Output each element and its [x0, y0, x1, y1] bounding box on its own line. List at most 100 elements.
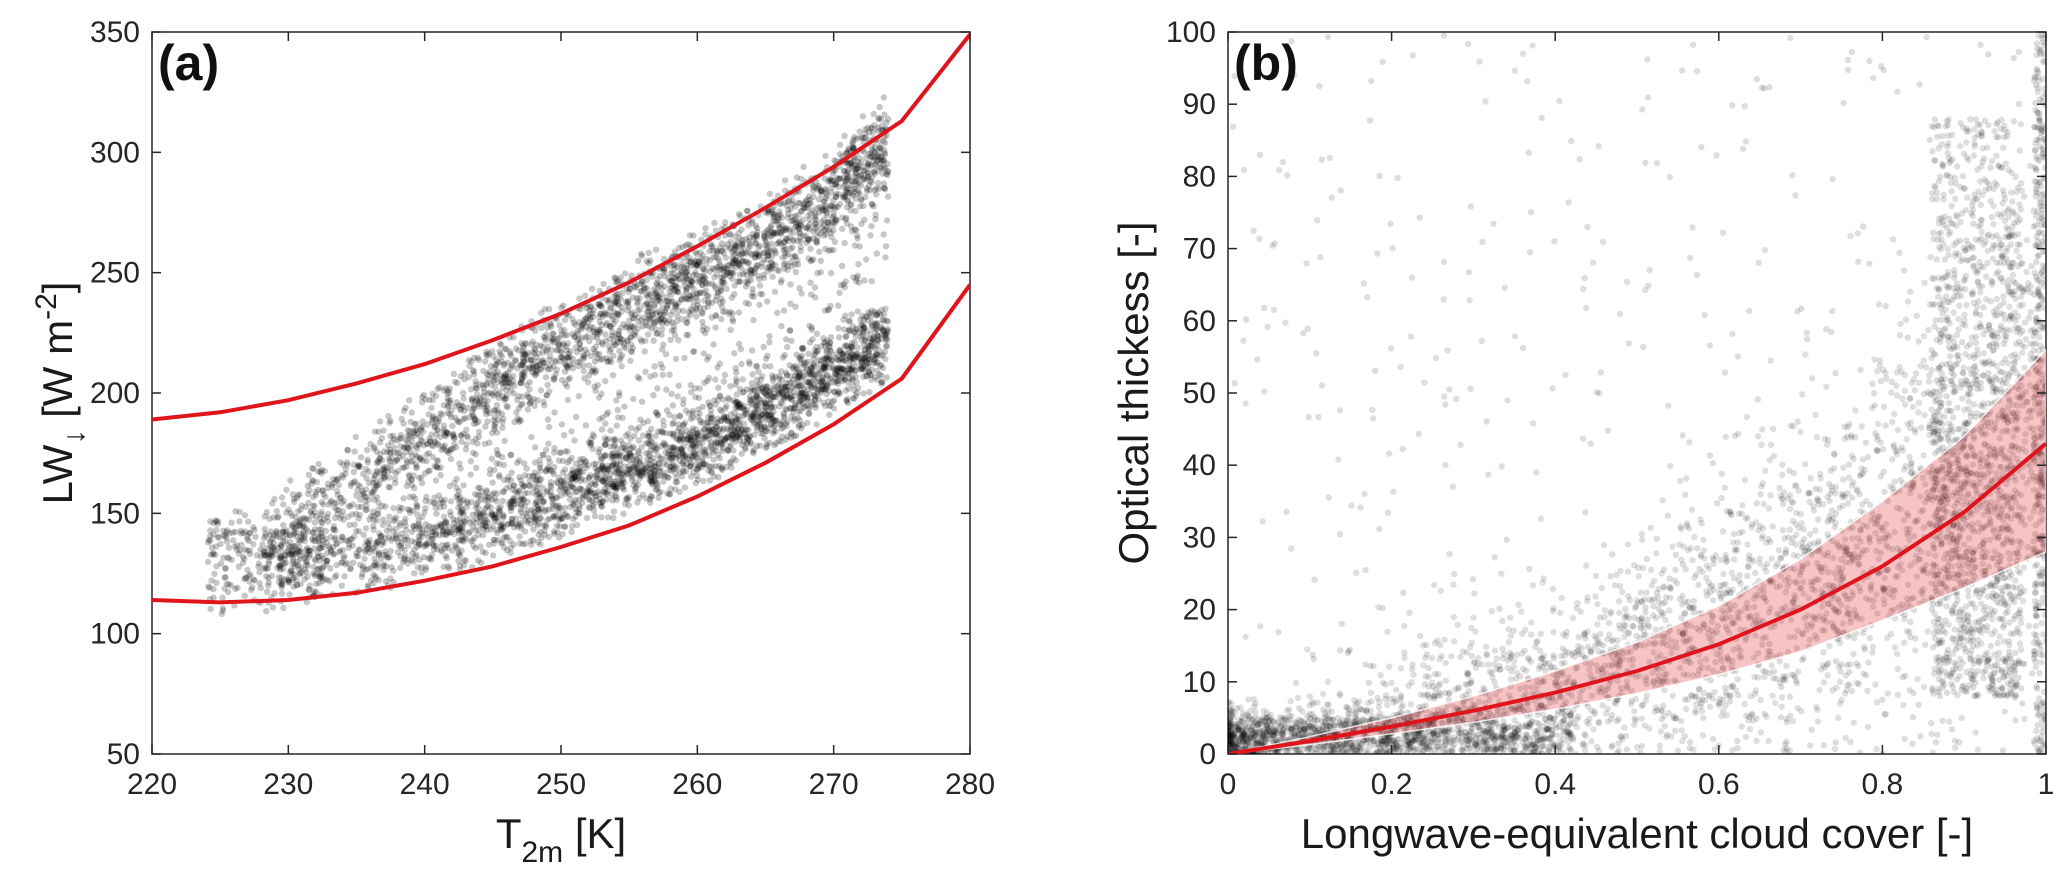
scatter-point-a	[729, 435, 736, 443]
scatter-point-a	[645, 450, 652, 457]
scatter-point-a	[771, 229, 778, 237]
scatter-point-a	[480, 526, 487, 533]
scatter-point-a	[580, 355, 587, 363]
scatter-point-a	[640, 282, 647, 289]
scatter-point-a	[382, 548, 389, 555]
scatter-point-a	[608, 312, 616, 320]
scatter-point-a	[468, 499, 475, 506]
scatter-point-a	[797, 247, 804, 255]
scatter-point-a	[515, 521, 522, 528]
scatter-point-a	[714, 364, 721, 371]
scatter-point-a	[704, 292, 711, 299]
scatter-point-a	[877, 372, 885, 379]
scatter-point-a	[593, 473, 601, 481]
scatter-point-a	[463, 504, 470, 511]
scatter-point-a	[820, 221, 827, 229]
scatter-point-a	[764, 242, 772, 249]
scatter-point-a	[824, 382, 831, 390]
scatter-point-a	[481, 517, 488, 524]
scatter-point-a	[568, 528, 575, 535]
scatter-point-a	[474, 498, 482, 505]
scatter-point-a	[762, 444, 769, 452]
scatter-point-a	[587, 489, 595, 497]
scatter-point-a	[515, 392, 522, 400]
scatter-point-a	[593, 496, 600, 504]
scatter-point-a	[530, 364, 538, 372]
scatter-point-a	[319, 487, 326, 494]
scatter-point-a	[484, 404, 491, 411]
scatter-point-a	[493, 446, 501, 454]
scatter-point-a	[649, 311, 656, 319]
scatter-point-a	[204, 558, 212, 566]
scatter-point-a	[600, 466, 607, 473]
scatter-point-a	[316, 539, 323, 546]
scatter-point-a	[401, 519, 408, 526]
scatter-point-a	[541, 531, 548, 539]
scatter-point-a	[857, 159, 865, 166]
scatter-point-a	[296, 555, 304, 562]
scatter-point-a	[673, 435, 680, 442]
scatter-point-a	[518, 373, 526, 380]
scatter-point-a	[450, 432, 457, 440]
scatter-point-a	[376, 439, 384, 446]
scatter-point-a	[863, 354, 870, 361]
scatter-point-a	[609, 497, 616, 504]
scatter-point-a	[742, 299, 749, 306]
scatter-point-a	[466, 528, 474, 536]
scatter-point-a	[766, 439, 773, 447]
scatter-point-a	[540, 498, 547, 506]
scatter-point-a	[510, 541, 517, 548]
scatter-point-a	[775, 437, 783, 444]
scatter-point-a	[404, 427, 411, 434]
scatter-point-a	[532, 444, 539, 451]
scatter-point-a	[342, 466, 349, 473]
scatter-point-a	[861, 346, 869, 353]
scatter-point-a	[651, 468, 658, 475]
scatter-point-a	[370, 475, 377, 483]
scatter-point-a	[545, 454, 552, 462]
scatter-point-a	[835, 175, 842, 183]
scatter-point-a	[575, 393, 582, 400]
scatter-point-a	[721, 438, 729, 445]
scatter-point-a	[482, 522, 489, 530]
scatter-point-a	[848, 190, 856, 197]
scatter-point-a	[231, 543, 239, 550]
scatter-point-a	[718, 407, 725, 414]
scatter-point-a	[699, 403, 706, 410]
scatter-point-a	[294, 558, 301, 565]
scatter-point-a	[407, 458, 415, 465]
scatter-point-a	[613, 496, 620, 504]
scatter-point-a	[878, 331, 886, 339]
scatter-point-a	[473, 391, 481, 398]
scatter-point-a	[380, 561, 387, 568]
scatter-point-a	[598, 514, 605, 521]
scatter-point-a	[831, 181, 838, 188]
scatter-point-a	[714, 439, 721, 447]
scatter-point-a	[799, 216, 807, 223]
scatter-point-a	[347, 502, 354, 510]
scatter-point-a	[566, 375, 573, 382]
scatter-point-a	[742, 283, 750, 290]
scatter-point-a	[768, 240, 775, 247]
scatter-point-a	[663, 297, 671, 305]
scatter-point-a	[518, 340, 525, 347]
scatter-point-a	[864, 363, 872, 370]
scatter-point-a	[529, 536, 537, 544]
scatter-point-a	[821, 207, 828, 214]
scatter-point-a	[645, 432, 652, 440]
scatter-point-a	[840, 326, 848, 333]
scatter-point-a	[717, 283, 725, 290]
scatter-point-a	[401, 556, 408, 564]
scatter-point-a	[830, 210, 837, 217]
scatter-point-a	[678, 296, 685, 304]
scatter-point-a	[836, 200, 844, 208]
scatter-point-a	[712, 324, 719, 331]
scatter-point-a	[881, 186, 889, 193]
scatter-point-a	[475, 504, 482, 511]
scatter-point-a	[364, 583, 372, 590]
scatter-point-a	[491, 426, 498, 433]
scatter-point-a	[700, 276, 707, 284]
scatter-point-a	[736, 417, 743, 424]
scatter-point-a	[636, 454, 644, 461]
scatter-point-a	[344, 447, 351, 454]
